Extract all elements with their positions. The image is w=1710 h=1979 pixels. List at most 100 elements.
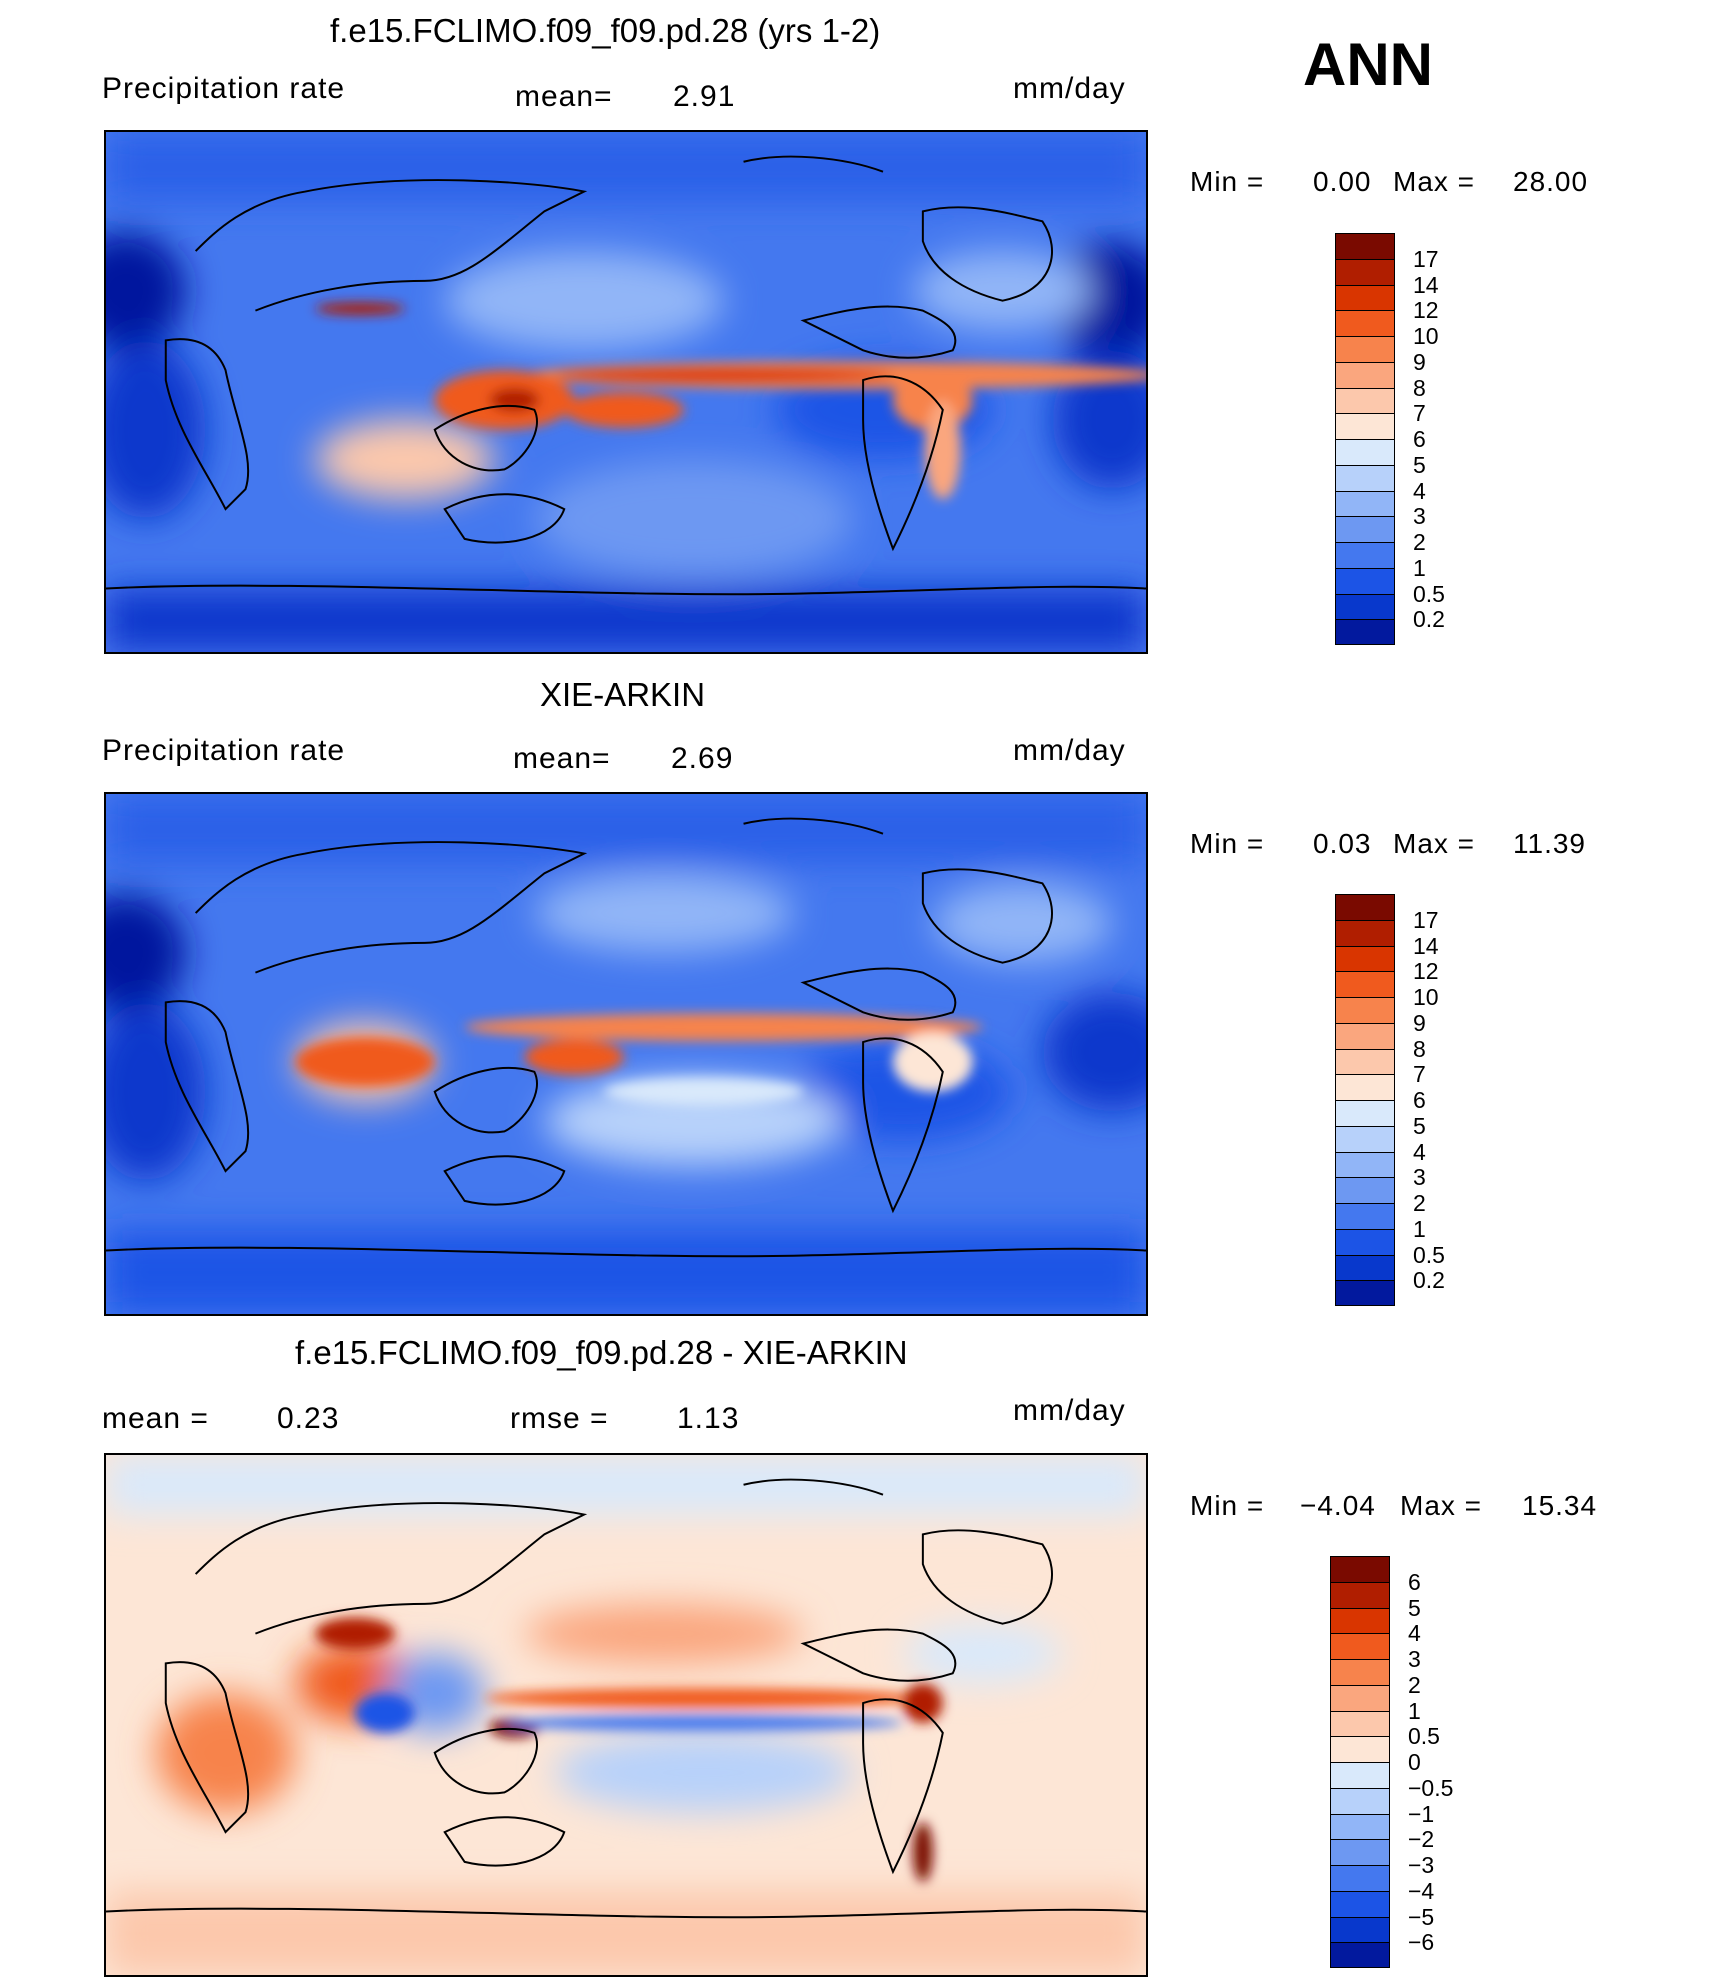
max-value-model: 28.00 <box>1513 166 1589 197</box>
diff-mean-label: mean = <box>102 1402 209 1435</box>
mean-value-obs: 2.69 <box>671 742 734 775</box>
colorbar-swatch <box>1335 1022 1395 1049</box>
min-value-model: 0.00 <box>1313 166 1372 197</box>
colorbar-tick-label: 9 <box>1413 1009 1426 1036</box>
colorbar-tick-label: 2 <box>1413 529 1426 555</box>
max-label-model: Max = <box>1393 166 1476 197</box>
mean-label-model: mean= <box>515 80 613 113</box>
colorbar-swatch <box>1335 997 1395 1023</box>
colorbar-swatch <box>1335 542 1395 568</box>
precip-diff-map <box>104 1453 1148 1977</box>
colorbar-tick-label: 4 <box>1413 477 1426 504</box>
colorbar-tick-label: 0.2 <box>1413 606 1445 633</box>
colorbar-tick-label: 1 <box>1413 554 1426 581</box>
colorbar-swatch <box>1335 894 1395 920</box>
colorbar-tick-label: 9 <box>1413 348 1426 375</box>
colorbar-tick-label: −4 <box>1408 1877 1435 1904</box>
units-label-obs: mm/day <box>1013 734 1126 767</box>
rmse-label: rmse = <box>510 1402 609 1435</box>
colorbar-swatch <box>1330 1607 1390 1634</box>
colorbar-swatch <box>1335 1177 1395 1203</box>
rmse-value: 1.13 <box>677 1402 740 1435</box>
colorbar-swatch <box>1335 336 1395 362</box>
colorbar-tick-label: 6 <box>1408 1568 1421 1595</box>
colorbar-swatch <box>1335 258 1395 285</box>
units-label-model: mm/day <box>1013 72 1126 105</box>
min-label-diff: Min = <box>1190 1490 1265 1521</box>
colorbar-tick-label: 10 <box>1413 323 1439 349</box>
colorbar-frame <box>1335 233 1395 645</box>
colorbar-swatch <box>1335 413 1395 439</box>
colorbar-tick-label: −6 <box>1408 1929 1435 1956</box>
colorbar-swatch <box>1335 1254 1395 1281</box>
colorbar-tick-label: 4 <box>1408 1620 1421 1647</box>
colorbar-swatch <box>1335 971 1395 997</box>
colorbar-tick-label: 8 <box>1413 374 1426 401</box>
colorbar-tick-label: 0.2 <box>1413 1267 1445 1294</box>
colorbar-swatch <box>1335 490 1395 517</box>
colorbar-swatch <box>1335 361 1395 388</box>
mean-label-obs: mean= <box>513 742 611 775</box>
colorbar-tick-label: 7 <box>1413 1061 1426 1088</box>
max-value-obs: 11.39 <box>1513 828 1586 859</box>
min-value-diff: −4.04 <box>1300 1490 1376 1521</box>
precip-map-obs <box>104 792 1148 1316</box>
colorbar-swatch <box>1330 1762 1390 1788</box>
colorbar-tick-label: 7 <box>1413 400 1426 427</box>
colorbar-swatch <box>1335 919 1395 946</box>
min-label-obs: Min = <box>1190 828 1265 859</box>
colorbar-tick-label: 1 <box>1413 1215 1426 1242</box>
colorbar-swatch <box>1335 439 1395 465</box>
colorbar-swatch <box>1335 945 1395 972</box>
variable-label-model: Precipitation rate <box>102 72 346 105</box>
colorbar-tick-label: 0.5 <box>1413 1241 1445 1268</box>
max-label-diff: Max = <box>1400 1490 1483 1521</box>
colorbar-tick-label: 4 <box>1413 1138 1426 1165</box>
colorbar-swatch <box>1330 1890 1390 1917</box>
max-value-diff: 15.34 <box>1522 1490 1598 1521</box>
colorbar-swatch <box>1330 1916 1390 1943</box>
colorbar-swatch <box>1330 1581 1390 1608</box>
colorbar-tick-label: 8 <box>1413 1035 1426 1062</box>
colorbar-tick-label: 0.5 <box>1413 580 1445 607</box>
colorbar-swatch <box>1335 310 1395 336</box>
colorbar-tick-label: −2 <box>1408 1826 1435 1853</box>
season-label: ANN <box>1303 31 1433 98</box>
colorbar-swatch <box>1335 1125 1395 1152</box>
colorbar-tick-label: 5 <box>1408 1594 1421 1621</box>
colorbar-swatch <box>1335 1048 1395 1075</box>
colorbar-tick-label: 17 <box>1413 245 1439 272</box>
colorbar-swatch <box>1335 1280 1395 1306</box>
colorbar-swatch <box>1335 1100 1395 1126</box>
units-label-diff: mm/day <box>1013 1394 1126 1427</box>
colorbar-tick-label: 6 <box>1413 1087 1426 1113</box>
colorbar-tick-label: 12 <box>1413 958 1439 985</box>
colorbar-swatch <box>1335 516 1395 542</box>
colorbar-swatch <box>1330 1813 1390 1840</box>
colorbar-swatch <box>1330 1736 1390 1762</box>
min-value-obs: 0.03 <box>1313 828 1372 859</box>
colorbar-tick-label: 0 <box>1408 1749 1421 1775</box>
min-label-model: Min = <box>1190 166 1265 197</box>
colorbar-tick-label: 3 <box>1413 1164 1426 1191</box>
colorbar-swatch <box>1330 1659 1390 1685</box>
panel-title-diff: f.e15.FCLIMO.f09_f09.pd.28 - XIE-ARKIN <box>295 1334 908 1371</box>
panel-title-model: f.e15.FCLIMO.f09_f09.pd.28 (yrs 1-2) <box>330 12 881 49</box>
colorbar-frame <box>1335 894 1395 1306</box>
colorbar-tick-label: 17 <box>1413 906 1439 933</box>
mean-value-model: 2.91 <box>673 80 736 113</box>
colorbar-swatch <box>1335 619 1395 645</box>
colorbar-tick-label: 5 <box>1413 451 1426 478</box>
colorbar-tick-label: 5 <box>1413 1112 1426 1139</box>
max-label-obs: Max = <box>1393 828 1476 859</box>
colorbar-tick-label: 0.5 <box>1408 1723 1440 1750</box>
colorbar-swatch <box>1335 567 1395 594</box>
colorbar-tick-label: 3 <box>1408 1646 1421 1672</box>
colorbar-swatch <box>1335 593 1395 620</box>
colorbar-swatch <box>1335 1203 1395 1229</box>
colorbar-tick-label: 12 <box>1413 297 1439 324</box>
colorbar-swatch <box>1330 1942 1390 1968</box>
colorbar-tick-label: 14 <box>1413 932 1439 959</box>
colorbar-tick-label: 1 <box>1408 1697 1421 1724</box>
colorbar-tick-label: 2 <box>1413 1190 1426 1216</box>
